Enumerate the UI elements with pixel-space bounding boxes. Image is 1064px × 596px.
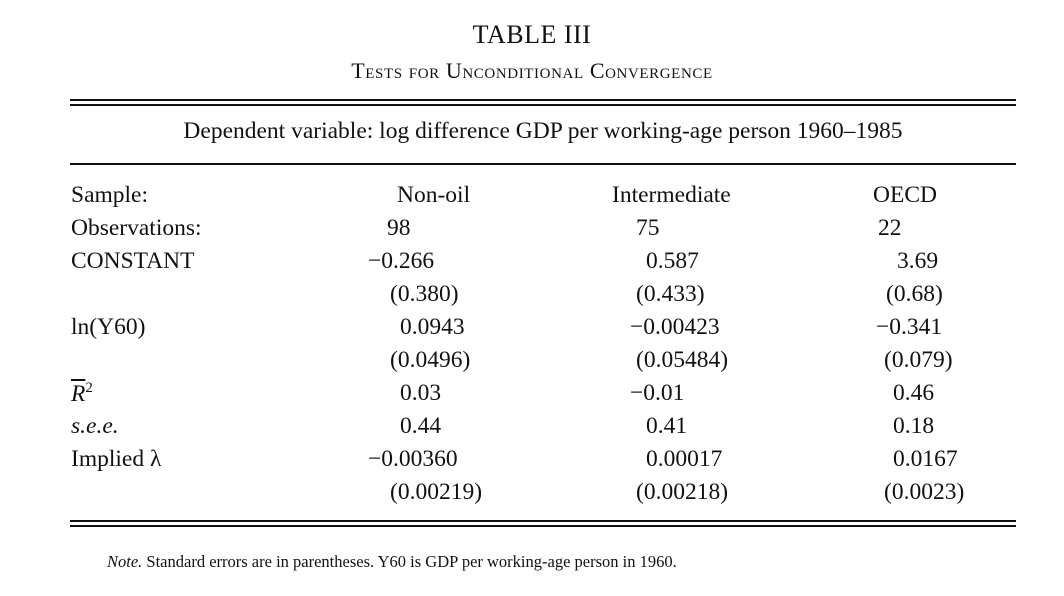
row-label: Observations: — [71, 215, 202, 241]
cell-value: 0.41 — [646, 413, 688, 439]
row-label: R2 — [71, 380, 93, 408]
cell-value: (0.0023) — [884, 479, 965, 505]
row-lny60-se: (0.0496) (0.05484) (0.079) — [0, 347, 1064, 380]
cell-value: (0.433) — [636, 281, 705, 307]
top-rule-1 — [70, 99, 1016, 101]
top-rule-2 — [70, 104, 1016, 106]
col-intermediate: Intermediate — [612, 182, 731, 208]
cell-value: 98 — [387, 215, 411, 241]
cell-value: (0.00219) — [390, 479, 483, 505]
cell-value: 0.0167 — [893, 446, 958, 472]
row-label: s.e.e. — [71, 413, 119, 439]
cell-value: 75 — [636, 215, 660, 241]
dependent-variable-header: Dependent variable: log difference GDP p… — [183, 118, 903, 144]
cell-value: −0.01 — [630, 380, 685, 406]
row-constant-se: (0.380) (0.433) (0.68) — [0, 281, 1064, 314]
cell-value: (0.68) — [886, 281, 943, 307]
table-note: Note. Standard errors are in parentheses… — [107, 552, 677, 572]
bottom-rule-2 — [70, 525, 1016, 527]
row-rbar2: R2 0.03 −0.01 0.46 — [0, 380, 1064, 413]
cell-value: 0.03 — [400, 380, 442, 406]
col-nonoil: Non-oil — [397, 182, 471, 208]
row-label: Sample: — [71, 182, 149, 208]
row-label: Implied λ — [71, 446, 162, 472]
row-observations: Observations: 98 75 22 — [0, 215, 1064, 248]
row-constant: CONSTANT −0.266 0.587 3.69 — [0, 248, 1064, 281]
cell-value: −0.266 — [368, 248, 435, 274]
rbar-superscript: 2 — [85, 380, 93, 396]
cell-value: 0.00017 — [646, 446, 723, 472]
cell-value: (0.380) — [390, 281, 459, 307]
row-label: ln(Y60) — [71, 314, 146, 340]
note-text: Standard errors are in parentheses. Y60 … — [142, 552, 677, 571]
col-oecd: OECD — [873, 182, 937, 208]
cell-value: −0.341 — [876, 314, 943, 340]
cell-value: (0.0496) — [390, 347, 471, 373]
cell-value: 0.0943 — [400, 314, 465, 340]
cell-value: 0.46 — [893, 380, 935, 406]
cell-value: (0.079) — [884, 347, 953, 373]
cell-value: 22 — [878, 215, 902, 241]
cell-value: 0.18 — [893, 413, 935, 439]
cell-value: −0.00423 — [630, 314, 720, 340]
cell-value: (0.00218) — [636, 479, 729, 505]
row-implied-lambda-se: (0.00219) (0.00218) (0.0023) — [0, 479, 1064, 512]
table-subtitle: Tests for Unconditional Convergence — [351, 58, 713, 83]
row-lny60: ln(Y60) 0.0943 −0.00423 −0.341 — [0, 314, 1064, 347]
row-label: CONSTANT — [71, 248, 195, 274]
row-sample: Sample: Non-oil Intermediate OECD — [0, 182, 1064, 215]
cell-value: −0.00360 — [368, 446, 458, 472]
bottom-rule-1 — [70, 520, 1016, 522]
cell-value: (0.05484) — [636, 347, 729, 373]
table-title: TABLE III — [472, 20, 592, 49]
cell-value: 0.587 — [646, 248, 699, 274]
cell-value: 0.44 — [400, 413, 442, 439]
header-rule — [70, 163, 1016, 165]
rbar-symbol: R — [71, 380, 86, 407]
cell-value: 3.69 — [897, 248, 939, 274]
row-implied-lambda: Implied λ −0.00360 0.00017 0.0167 — [0, 446, 1064, 479]
note-label: Note. — [107, 552, 143, 571]
row-see: s.e.e. 0.44 0.41 0.18 — [0, 413, 1064, 446]
